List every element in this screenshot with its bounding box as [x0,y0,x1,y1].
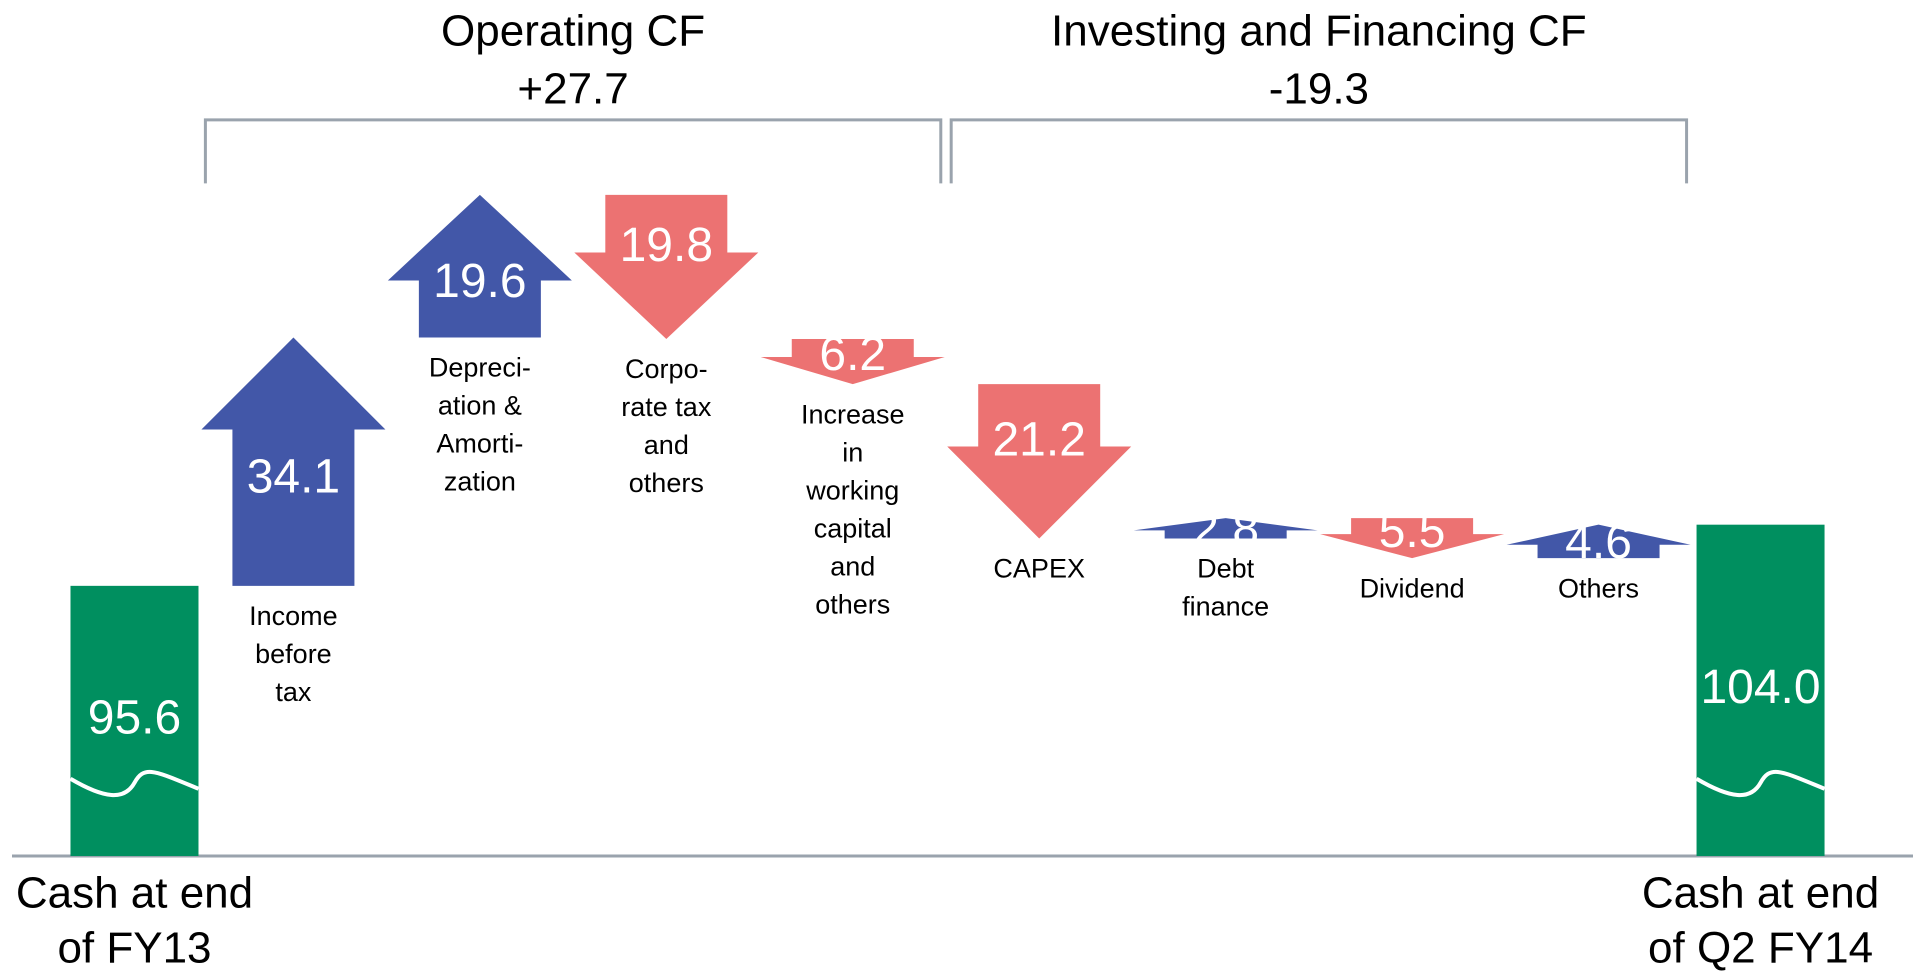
category-label: others [815,589,890,619]
arrow-value-label: 4.6 [1565,516,1632,569]
category-label: Debt [1197,554,1255,584]
category-label: Amorti- [436,429,523,459]
category-label: others [629,468,704,498]
category-label: Dividend [1360,573,1465,603]
total-bar [1696,524,1825,856]
arrow-value-label: 21.2 [992,414,1085,467]
group-bracket [949,118,1689,184]
category-label: Depreci- [429,353,531,383]
arrow [1133,518,1318,539]
arrow [947,384,1132,539]
category-label: and [830,551,875,581]
arrow-value-label: 19.8 [620,219,713,272]
category-label: rate tax [621,392,712,422]
category-label: ation & [438,391,522,421]
total-bar [70,585,199,856]
arrow [1320,518,1505,559]
arrow [760,338,945,385]
total-value-label: 95.6 [88,692,181,745]
total-label: Cash at end [1642,869,1879,918]
arrow [574,194,759,339]
category-label: and [644,430,689,460]
arrow-value-label: 6.2 [819,328,886,381]
category-label: tax [275,677,312,707]
arrow [201,337,386,586]
group-title: Investing and Financing CF [1051,7,1587,56]
group-value: +27.7 [517,65,628,114]
category-label: Increase [801,399,905,429]
arrow-value-label: 19.6 [433,255,526,308]
group-title: Operating CF [441,7,705,56]
category-label: Others [1558,573,1639,603]
total-value-label: 104.0 [1700,661,1820,714]
arrow-value-label: 2.8 [1192,503,1259,556]
category-label: zation [444,467,516,497]
category-label: Corpo- [625,354,708,384]
arrow-value-label: 5.5 [1379,505,1446,558]
arrow [1506,524,1691,559]
category-label: Income [249,601,338,631]
category-label: CAPEX [993,554,1085,584]
break-wave [1695,769,1826,798]
total-label: of FY13 [57,924,211,973]
break-wave [69,769,200,798]
total-label: of Q2 FY14 [1648,924,1873,973]
category-label: capital [814,513,892,543]
category-label: working [805,475,899,505]
category-label: before [255,639,332,669]
category-label: in [842,437,863,467]
group-bracket [203,118,943,184]
group-value: -19.3 [1269,65,1369,114]
arrow-value-label: 34.1 [247,451,340,504]
category-label: finance [1182,592,1269,622]
total-label: Cash at end [16,869,253,918]
arrow [387,194,572,338]
